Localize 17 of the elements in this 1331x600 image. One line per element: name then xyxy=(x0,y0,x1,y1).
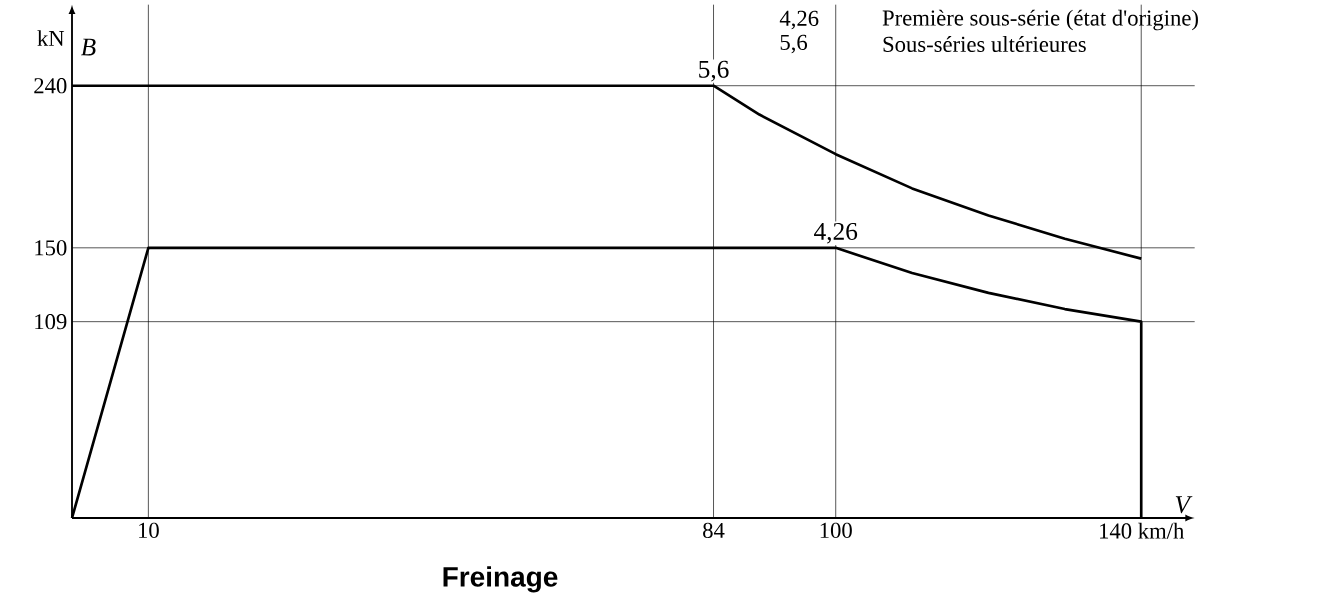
text: 5,6 xyxy=(780,34,808,54)
series-label: 5,6 xyxy=(699,60,729,82)
x-tick-label: 100 xyxy=(820,522,852,539)
annotation: Première sous-série (état d'origine) xyxy=(882,9,1198,31)
x-tick-label: 10 xyxy=(139,522,159,539)
x-axis-title: V xyxy=(1175,496,1193,514)
series-label: 4,26 xyxy=(814,222,858,244)
y-tick-label: 240 xyxy=(34,78,67,94)
text: Freinage xyxy=(443,566,558,593)
y-axis-title: B xyxy=(80,38,96,56)
y-tick-label: 150 xyxy=(35,240,67,256)
text: kN xyxy=(37,30,65,46)
y-tick-label: 109 xyxy=(35,314,67,330)
x-tick-label: 140 km/h xyxy=(1100,522,1185,539)
annotation: Sous-séries ultérieures xyxy=(883,36,1086,52)
x-tick-label: 84 xyxy=(703,522,725,539)
text: 4,26 xyxy=(779,10,819,30)
